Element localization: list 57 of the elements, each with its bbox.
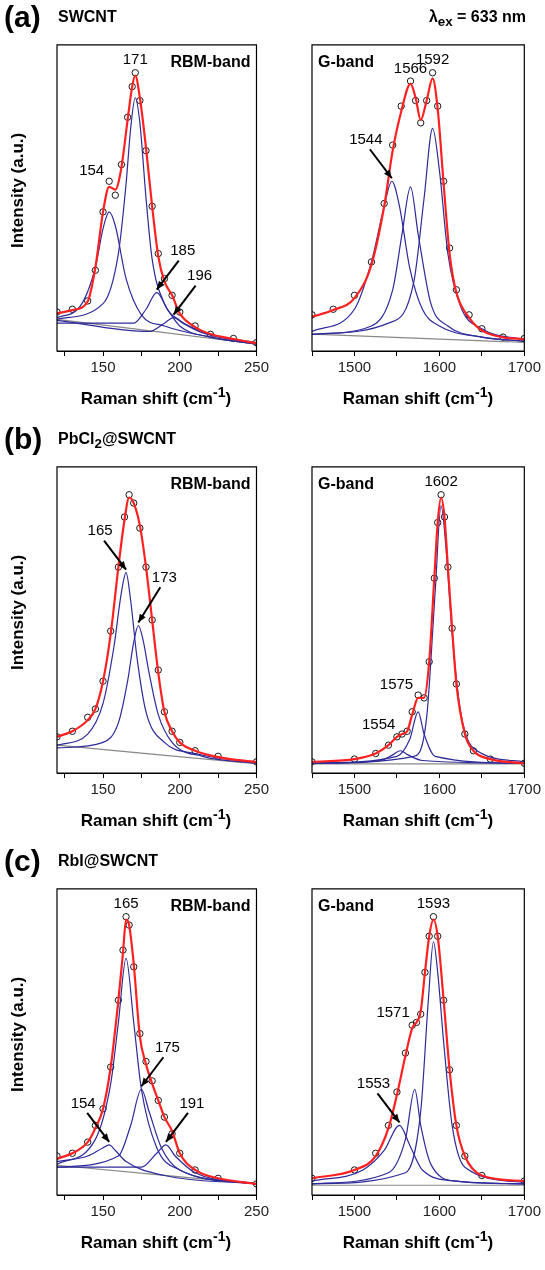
x-axis-title: Raman shift (cm$^{-1}$) [79, 384, 233, 409]
x-axis-title: Raman shift (cm$^{-1}$) [341, 806, 495, 831]
annotation: 1554 [361, 714, 396, 732]
annotation: 1593 [416, 894, 451, 912]
x-tick-label: 1700 [507, 358, 541, 376]
annotation: 191 [179, 1093, 205, 1111]
y-axis-title: Intensity (a.u.) [8, 553, 28, 672]
x-tick-label: 1500 [337, 1202, 372, 1220]
annotation: 171 [122, 50, 148, 68]
x-tick-label: 150 [90, 780, 116, 798]
x-tick-label: 1700 [507, 1202, 541, 1220]
x-tick-label: 1500 [337, 780, 372, 798]
text: G-band [318, 897, 374, 915]
x-tick-label: 1500 [337, 358, 372, 376]
text: RBM-band [170, 475, 251, 493]
annotation: 154 [70, 1093, 96, 1111]
x-tick-label: 1600 [422, 358, 457, 376]
annotation: 175 [154, 1037, 180, 1055]
annotation: 1602 [424, 472, 458, 490]
chart-subtitle: SWCNT [58, 8, 117, 26]
y-axis-title: Intensity (a.u.) [8, 131, 28, 250]
chart-subtitle: λ$_{ex}$ = 633 nm [428, 8, 526, 30]
x-axis-title: Raman shift (cm$^{-1}$) [79, 1228, 233, 1253]
x-axis-title: Raman shift (cm$^{-1}$) [79, 806, 233, 831]
x-axis-title: Raman shift (cm$^{-1}$) [341, 384, 495, 409]
x-tick-label: 1600 [422, 1202, 457, 1220]
y-axis-title: Intensity (a.u.) [8, 975, 28, 1094]
text: G-band [318, 475, 374, 493]
x-tick-label: 1700 [507, 780, 541, 798]
x-tick-label: 200 [167, 780, 193, 798]
annotation: 185 [170, 241, 196, 259]
chart-title: (c) [4, 844, 41, 878]
x-tick-label: 200 [167, 358, 193, 376]
annotation: 1544 [349, 129, 383, 147]
annotation: 154 [79, 160, 105, 178]
x-tick-label: 200 [167, 1202, 193, 1220]
x-axis-title: Raman shift (cm$^{-1}$) [341, 1228, 495, 1253]
x-tick-label: 250 [243, 780, 269, 798]
annotation: 1575 [379, 674, 414, 692]
annotation: 1553 [356, 1074, 391, 1092]
annotation: 165 [113, 894, 139, 912]
annotation: 165 [87, 521, 113, 539]
chart-subtitle: PbCl$_{2}$@SWCNT [58, 430, 177, 452]
text: RBM-band [170, 897, 251, 915]
x-tick-label: 250 [243, 1202, 269, 1220]
x-tick-label: 150 [90, 1202, 116, 1220]
chart-title: (a) [4, 0, 41, 34]
annotation: 196 [187, 266, 213, 284]
chart-subtitle: RbI@SWCNT [58, 852, 159, 870]
x-tick-label: 1600 [422, 780, 457, 798]
x-tick-label: 150 [90, 358, 116, 376]
x-tick-label: 250 [243, 358, 269, 376]
chart-title: (b) [4, 422, 43, 456]
annotation: 1571 [376, 1003, 410, 1021]
annotation: 173 [151, 567, 177, 585]
text: G-band [318, 53, 374, 71]
text: RBM-band [170, 53, 251, 71]
